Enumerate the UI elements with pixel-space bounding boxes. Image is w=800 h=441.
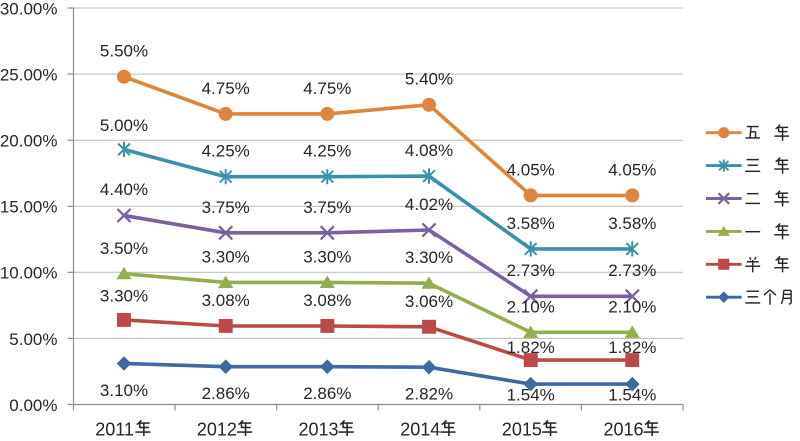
svg-text:3.75%: 3.75%	[303, 198, 351, 217]
svg-text:3.30%: 3.30%	[100, 287, 148, 306]
svg-text:2.86%: 2.86%	[303, 384, 351, 403]
svg-text:0.00%: 0.00%	[9, 396, 57, 415]
svg-text:1.54%: 1.54%	[608, 386, 656, 405]
svg-text:4.25%: 4.25%	[303, 142, 351, 161]
svg-text:2.82%: 2.82%	[405, 385, 453, 404]
svg-text:20.00%: 20.00%	[0, 132, 58, 151]
svg-text:1.82%: 1.82%	[507, 338, 555, 357]
svg-text:2014: 2014	[400, 419, 440, 436]
svg-text:3.58%: 3.58%	[608, 214, 656, 233]
svg-text:4.75%: 4.75%	[303, 79, 351, 98]
svg-text:2015: 2015	[502, 419, 542, 436]
svg-text:1.82%: 1.82%	[608, 338, 656, 357]
svg-text:25.00%: 25.00%	[0, 66, 58, 85]
svg-text:30.00%: 30.00%	[0, 0, 58, 18]
svg-text:3.58%: 3.58%	[507, 214, 555, 233]
svg-text:3.50%: 3.50%	[100, 239, 148, 258]
svg-text:10.00%: 10.00%	[0, 264, 58, 283]
svg-text:3.10%: 3.10%	[100, 381, 148, 400]
svg-text:4.40%: 4.40%	[100, 180, 148, 199]
svg-text:3.08%: 3.08%	[303, 291, 351, 310]
svg-text:2.86%: 2.86%	[202, 384, 250, 403]
svg-text:4.08%: 4.08%	[405, 141, 453, 160]
svg-text:5.40%: 5.40%	[405, 70, 453, 89]
svg-text:2016: 2016	[604, 419, 644, 436]
svg-text:5.50%: 5.50%	[100, 41, 148, 60]
svg-text:15.00%: 15.00%	[0, 198, 58, 217]
svg-text:2.73%: 2.73%	[507, 261, 555, 280]
svg-text:2012: 2012	[197, 419, 237, 436]
svg-text:2.10%: 2.10%	[608, 297, 656, 316]
svg-text:5.00%: 5.00%	[100, 116, 148, 135]
svg-text:5.00%: 5.00%	[9, 330, 57, 349]
svg-text:2.73%: 2.73%	[608, 261, 656, 280]
svg-text:2.10%: 2.10%	[507, 297, 555, 316]
svg-text:2011: 2011	[95, 419, 134, 436]
svg-text:3.30%: 3.30%	[202, 247, 250, 266]
svg-text:1.54%: 1.54%	[507, 386, 555, 405]
svg-text:2013: 2013	[299, 419, 339, 436]
svg-text:3.30%: 3.30%	[303, 247, 351, 266]
svg-text:4.02%: 4.02%	[405, 195, 453, 214]
svg-text:4.05%: 4.05%	[507, 161, 555, 180]
svg-text:4.75%: 4.75%	[202, 79, 250, 98]
svg-text:4.05%: 4.05%	[608, 161, 656, 180]
svg-text:3.08%: 3.08%	[202, 291, 250, 310]
svg-text:3.06%: 3.06%	[405, 292, 453, 311]
svg-text:4.25%: 4.25%	[202, 142, 250, 161]
svg-text:3.30%: 3.30%	[405, 248, 453, 267]
svg-text:3.75%: 3.75%	[202, 198, 250, 217]
